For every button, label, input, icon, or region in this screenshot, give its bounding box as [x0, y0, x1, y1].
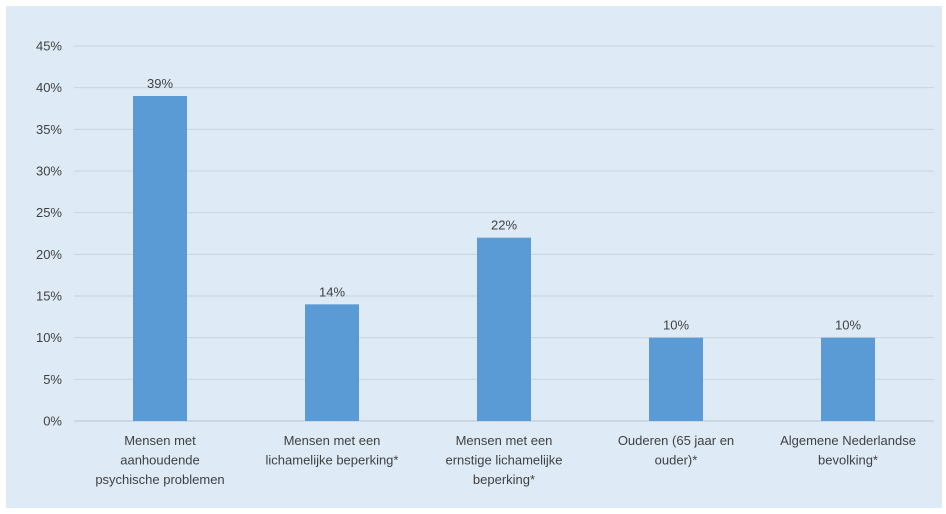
bar-chart: 0% 5% 10% 15% 20% 25% 30% 35% 40% 45% 39% 14% 22% 10…	[36, 39, 934, 487]
data-label: 22%	[491, 218, 517, 233]
bar	[305, 304, 359, 421]
data-label: 14%	[319, 284, 345, 299]
x-category-label-line: Mensen met	[124, 433, 196, 448]
y-tick-label: 25%	[36, 205, 62, 220]
y-tick-label: 45%	[36, 39, 62, 54]
x-category-label-line: ernstige lichamelijke	[445, 453, 562, 468]
x-category-label-line: Mensen met een	[456, 433, 553, 448]
x-category-label-line: psychische problemen	[95, 472, 224, 487]
x-category-label-line: bevolking*	[818, 453, 878, 468]
data-label: 10%	[663, 318, 689, 333]
y-tick-label: 35%	[36, 122, 62, 137]
bar	[821, 337, 875, 421]
x-category-label-line: lichamelijke beperking*	[266, 453, 399, 468]
y-tick-label: 15%	[36, 289, 62, 304]
x-category-label-line: aanhoudende	[120, 453, 200, 468]
bars	[133, 96, 875, 421]
chart-area: 0% 5% 10% 15% 20% 25% 30% 35% 40% 45% 39% 14% 22% 10…	[6, 6, 942, 508]
x-category-label-line: beperking*	[473, 472, 535, 487]
y-tick-label: 0%	[43, 414, 62, 429]
x-category-label-line: ouder)*	[655, 453, 698, 468]
x-category-label-line: Ouderen (65 jaar en	[618, 433, 734, 448]
data-label: 39%	[147, 76, 173, 91]
y-axis-tick-labels: 0% 5% 10% 15% 20% 25% 30% 35% 40% 45%	[36, 39, 62, 429]
x-category-label: Ouderen (65 jaar en ouder)*	[618, 433, 734, 468]
x-axis-category-labels: Mensen met aanhoudende psychische probleme…	[95, 433, 916, 487]
y-tick-label: 20%	[36, 247, 62, 262]
x-category-label: Mensen met een lichamelijke beperking*	[266, 433, 399, 468]
x-category-label: Mensen met een ernstige lichamelijke beper…	[445, 433, 562, 487]
data-label: 10%	[835, 318, 861, 333]
x-category-label-line: Algemene Nederlandse	[780, 433, 916, 448]
y-tick-label: 40%	[36, 80, 62, 95]
y-tick-label: 5%	[43, 372, 62, 387]
x-category-label: Algemene Nederlandse bevolking*	[780, 433, 916, 468]
bar	[133, 96, 187, 421]
y-tick-label: 30%	[36, 164, 62, 179]
x-category-label-line: Mensen met een	[284, 433, 381, 448]
x-category-label: Mensen met aanhoudende psychische probleme…	[95, 433, 224, 487]
y-tick-label: 10%	[36, 330, 62, 345]
bar	[649, 337, 703, 421]
bar	[477, 237, 531, 421]
data-labels: 39% 14% 22% 10% 10%	[147, 76, 861, 333]
